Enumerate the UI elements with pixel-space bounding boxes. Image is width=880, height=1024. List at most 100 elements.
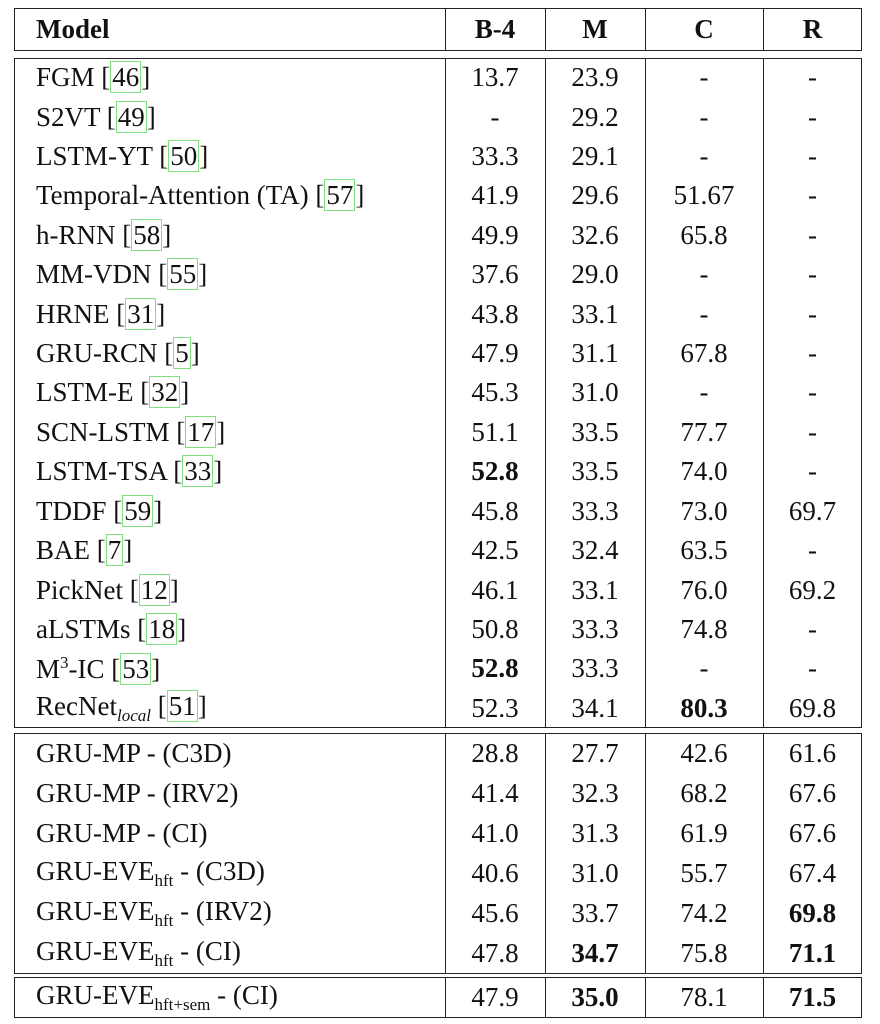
value: 34.1 <box>571 692 619 723</box>
value-cell: 71.1 <box>763 934 862 974</box>
value: 74.2 <box>680 898 728 929</box>
value: 29.1 <box>571 141 619 172</box>
model-name: TDDF [59] <box>36 494 163 527</box>
value: 51.1 <box>471 416 519 447</box>
value-cell: 71.5 <box>763 977 862 1018</box>
value-cell: 33.1 <box>545 294 645 333</box>
value-cell: - <box>763 137 862 176</box>
value: 76.0 <box>680 574 728 605</box>
value-cell: - <box>763 255 862 294</box>
value-cell: 42.5 <box>445 531 545 570</box>
model-name: FGM [46] <box>36 61 150 94</box>
value-cell: - <box>445 97 545 136</box>
model-cell: Temporal-Attention (TA) [57] <box>36 176 445 215</box>
value: 73.0 <box>680 495 728 526</box>
citation: 12 <box>138 573 170 606</box>
model-text: ] <box>177 613 187 644</box>
column-rule <box>545 8 546 51</box>
model-text: S2VT [ <box>36 101 116 132</box>
value-cell: 46.1 <box>445 570 545 609</box>
value: 47.8 <box>471 938 519 969</box>
citation: 7 <box>105 534 124 567</box>
value: 52.3 <box>471 692 519 723</box>
value-cell: 63.5 <box>645 531 763 570</box>
model-cell: GRU-EVEhft+sem - (CI) <box>36 977 445 1018</box>
table-border <box>14 58 862 728</box>
value-cell: 31.3 <box>545 813 645 853</box>
model-name: GRU-EVEhft - (C3D) <box>36 856 265 891</box>
value-cell: 32.3 <box>545 773 645 813</box>
value: 29.0 <box>571 259 619 290</box>
value: - <box>699 141 709 172</box>
model-text: PickNet [ <box>36 574 139 605</box>
value: 45.6 <box>471 898 519 929</box>
model-text: ] <box>216 416 226 447</box>
value: 31.0 <box>571 858 619 889</box>
value-cell: 65.8 <box>645 216 763 255</box>
citation: 55 <box>167 258 199 291</box>
citation: 32 <box>149 376 181 409</box>
value: - <box>699 653 709 684</box>
value-cell: 52.8 <box>445 452 545 491</box>
model-name: GRU-EVEhft - (IRV2) <box>36 896 272 931</box>
value-cell: 41.9 <box>445 176 545 215</box>
value: 45.3 <box>471 377 519 408</box>
model-name: M3-IC [53] <box>36 652 160 685</box>
value: 80.3 <box>680 692 728 723</box>
column-rule <box>645 8 646 51</box>
value-cell: 43.8 <box>445 294 545 333</box>
table-border <box>14 733 862 974</box>
value-cell: 69.8 <box>763 894 862 934</box>
model-text: GRU-EVE <box>36 936 155 967</box>
model-cell: GRU-RCN [5] <box>36 334 445 373</box>
value-cell: 41.4 <box>445 773 545 813</box>
value-cell: - <box>763 610 862 649</box>
value-cell: - <box>763 97 862 136</box>
model-name: LSTM-TSA [33] <box>36 455 222 488</box>
value: - <box>808 535 817 566</box>
value-cell: 47.8 <box>445 934 545 974</box>
value: 50.8 <box>471 613 519 644</box>
model-text: 3 <box>60 652 69 672</box>
value-cell: 34.1 <box>545 689 645 728</box>
model-text: GRU-MP - (CI) <box>36 817 208 848</box>
value-cell: - <box>763 373 862 412</box>
value-cell: 45.3 <box>445 373 545 412</box>
value-cell: 33.3 <box>445 137 545 176</box>
model-name: BAE [7] <box>36 534 132 567</box>
model-text: ] <box>169 574 179 605</box>
model-name: GRU-EVEhft - (CI) <box>36 936 241 971</box>
model-text: SCN-LSTM [ <box>36 416 186 447</box>
value: 71.5 <box>788 982 837 1012</box>
value: - <box>808 377 817 408</box>
model-text: - (C3D) <box>173 856 265 887</box>
citation: 31 <box>125 297 157 330</box>
model-name: GRU-MP - (CI) <box>36 818 208 849</box>
value-cell: 61.9 <box>645 813 763 853</box>
model-text: ] <box>198 259 208 290</box>
value: - <box>808 62 817 93</box>
value-cell: - <box>645 255 763 294</box>
value: - <box>808 338 817 369</box>
citation: 5 <box>173 337 191 370</box>
value-cell: 23.9 <box>545 58 645 97</box>
value: 69.8 <box>788 898 837 929</box>
citation: 50 <box>168 140 200 173</box>
model-cell: aLSTMs [18] <box>36 610 445 649</box>
value: 69.2 <box>788 574 837 605</box>
value-cell: 35.0 <box>545 977 645 1018</box>
model-text: ] <box>153 495 163 526</box>
value-cell: 52.3 <box>445 689 545 728</box>
value: 13.7 <box>471 62 519 93</box>
value-cell: 76.0 <box>645 570 763 609</box>
value: - <box>808 141 817 172</box>
value-cell: 45.6 <box>445 894 545 934</box>
value-cell: 69.2 <box>763 570 862 609</box>
value: 27.7 <box>571 737 619 768</box>
value-cell: 73.0 <box>645 492 763 531</box>
model-text: ] <box>156 298 166 329</box>
value-cell: 33.5 <box>545 413 645 452</box>
value-cell: - <box>763 452 862 491</box>
model-text: hft+sem <box>154 995 211 1014</box>
value: - <box>699 298 709 329</box>
